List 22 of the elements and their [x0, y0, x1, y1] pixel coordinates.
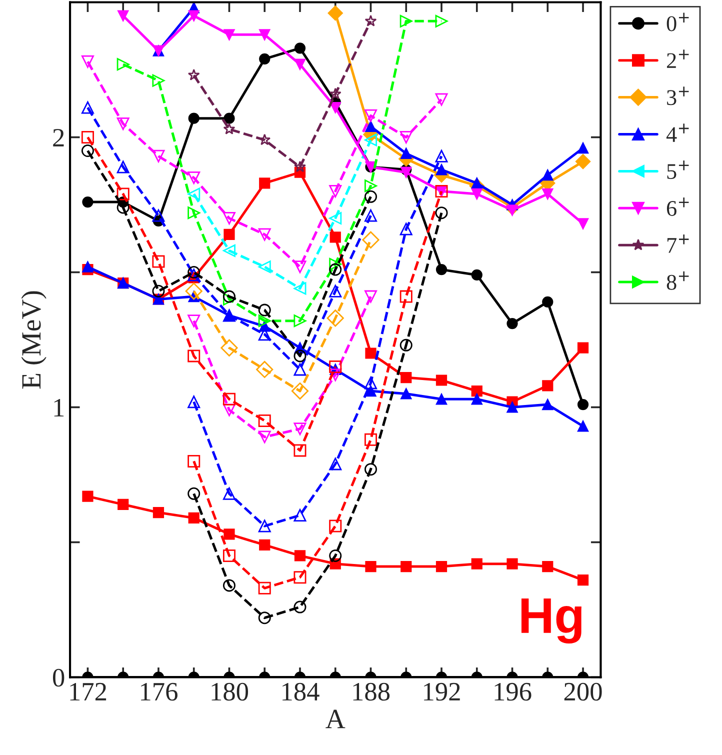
legend-label: 7$^{+}$: [667, 234, 689, 253]
x-axis-title: A: [326, 710, 346, 728]
x-tick-label: 196: [494, 682, 532, 701]
x-tick-label: 200: [564, 682, 602, 701]
y-tick-label: 2: [53, 128, 64, 146]
legend-label: 2$^{+}$: [666, 50, 689, 68]
annotation: Hg: [521, 598, 582, 644]
y-tick-label: 1: [54, 398, 64, 416]
y-tick-label: 0: [52, 668, 64, 687]
legend-label: 0$^{+}$: [666, 12, 689, 32]
x-tick-label: 184: [282, 682, 320, 701]
y-axis-title: E (MeV): [21, 291, 46, 389]
x-tick-label: 180: [212, 682, 248, 701]
x-tick-label: 192: [424, 682, 460, 701]
x-tick-label: 176: [141, 682, 178, 701]
legend-label: 6$^{+}$: [666, 197, 689, 216]
x-tick-label: 172: [70, 682, 106, 700]
legend-label: 5$^{+}$: [667, 160, 689, 180]
x-tick-label: 188: [353, 682, 390, 701]
legend-label: 4$^{+}$: [666, 124, 689, 142]
legend-label: 3$^{+}$: [667, 86, 689, 106]
legend-label: 8$^{+}$: [666, 271, 689, 290]
